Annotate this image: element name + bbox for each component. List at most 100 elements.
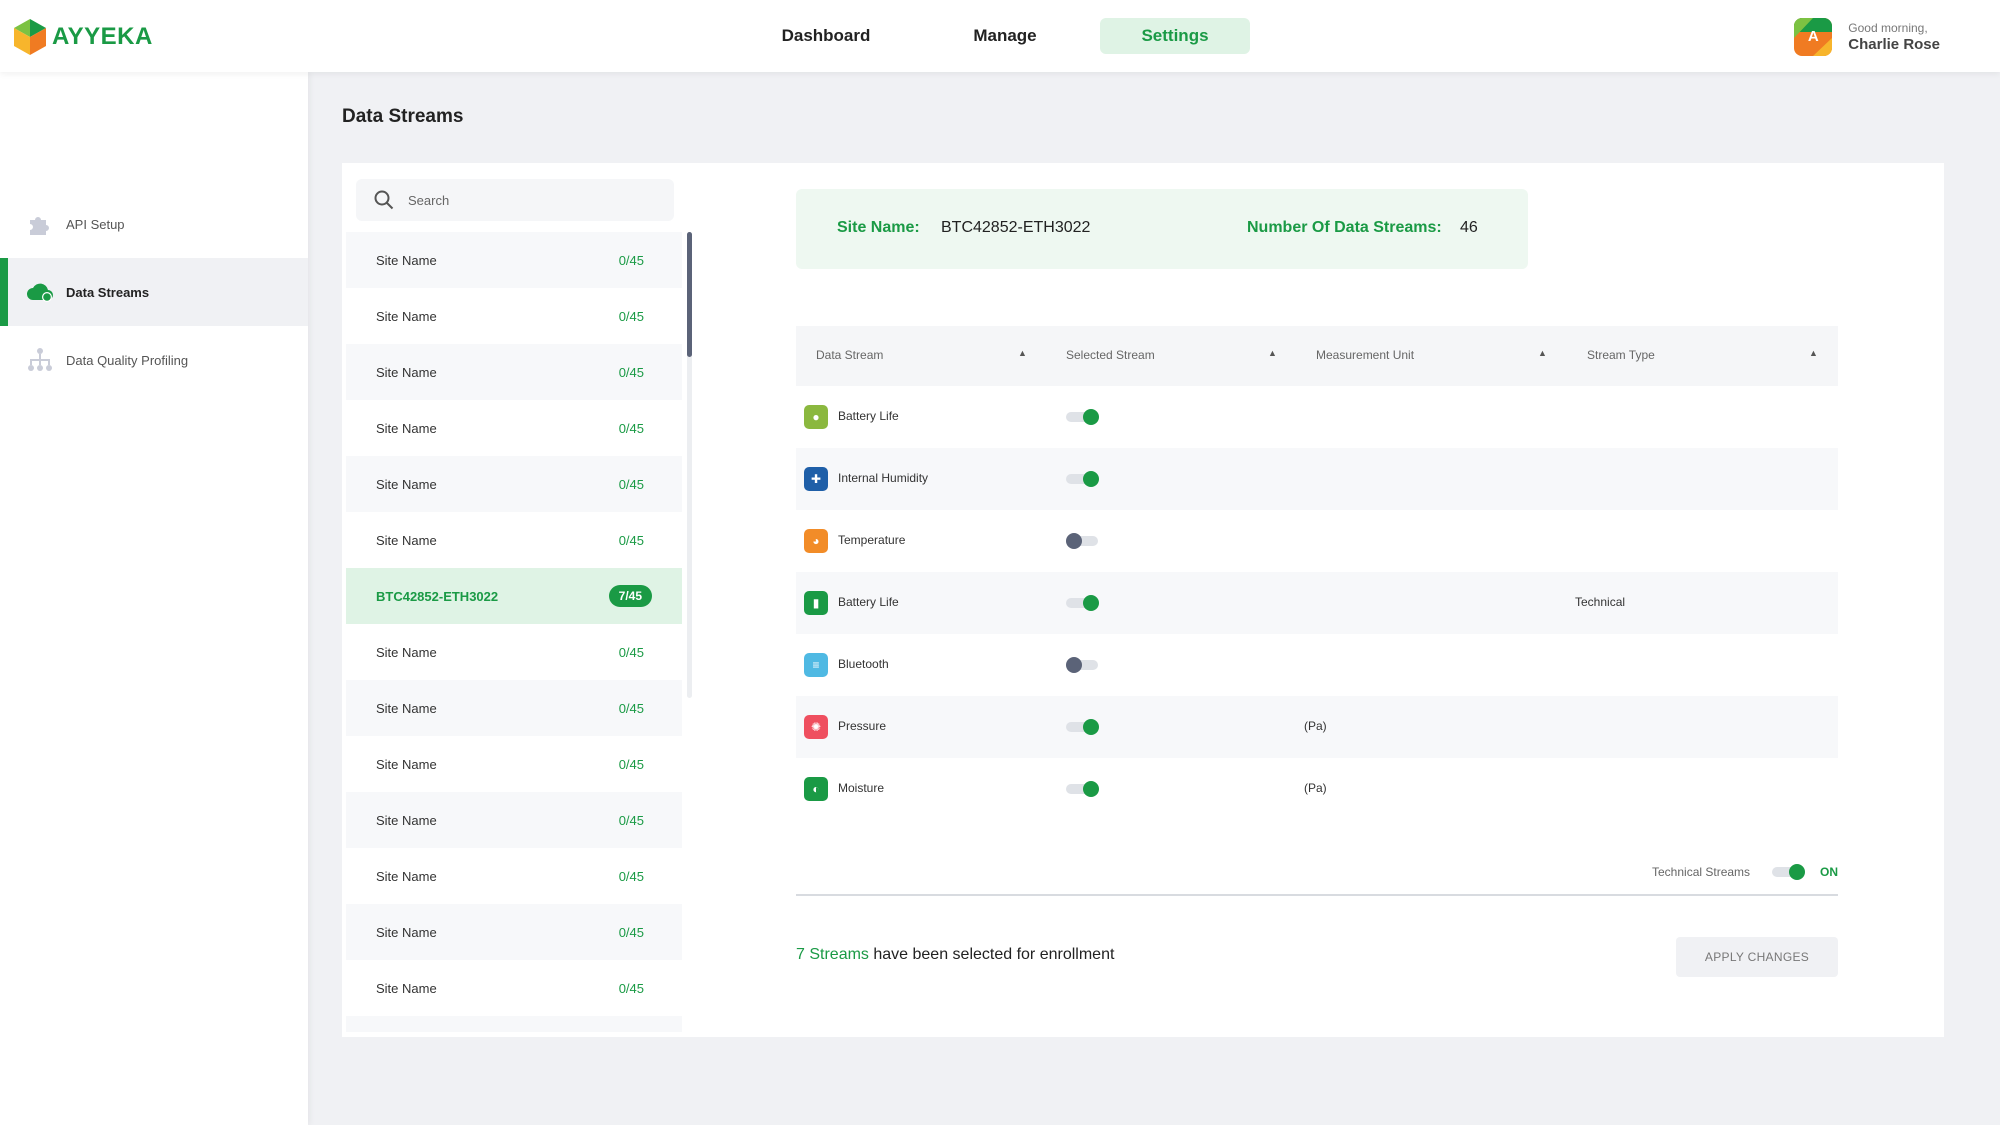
site-name-value: BTC42852-ETH3022 <box>941 219 1091 236</box>
site-name: Site Name <box>376 700 437 716</box>
thermometer-icon: ◕ <box>804 529 828 553</box>
site-stream-count: 0/45 <box>618 252 644 268</box>
site-list-item[interactable]: Site Name 0/45 <box>346 232 682 288</box>
droplet-icon: ◐ <box>804 777 828 801</box>
col-measurement-unit[interactable]: Measurement Unit <box>1316 348 1415 362</box>
site-list-item[interactable]: Site Name 0/45 <box>346 960 682 1016</box>
bluetooth-icon: ≡ <box>804 653 828 677</box>
search-icon <box>374 190 394 210</box>
site-stream-count: 0/45 <box>618 980 644 996</box>
site-name: Site Name <box>376 476 437 492</box>
table-row: ✺ Pressure (Pa) <box>796 696 1838 758</box>
site-stream-count: 0/45 <box>618 532 644 548</box>
scrollbar-track[interactable] <box>687 232 692 698</box>
sidebar-item-label: Data Streams <box>66 284 150 300</box>
cloud-icon <box>26 278 54 306</box>
stream-count-label: Number Of Data Streams: <box>1247 219 1442 236</box>
site-list-item[interactable]: Site Name 0/45 <box>346 792 682 848</box>
gauge-icon: ✺ <box>804 715 828 739</box>
site-stream-count: 0/45 <box>618 868 644 884</box>
page-title: Data Streams <box>342 106 464 127</box>
greeting: Good morning, <box>1848 21 1928 35</box>
sidebar-item-data-quality-profiling[interactable]: Data Quality Profiling <box>0 326 308 394</box>
site-list-item[interactable]: Site Name 0/45 <box>346 400 682 456</box>
table-row: ◕ Temperature <box>796 510 1838 572</box>
apply-changes-button[interactable]: APPLY CHANGES <box>1676 937 1838 977</box>
site-summary: Site Name: BTC42852-ETH3022 Number Of Da… <box>796 189 1528 269</box>
technical-streams-label: Technical Streams <box>1652 865 1751 879</box>
stream-toggle[interactable] <box>1066 471 1099 487</box>
site-stream-count: 0/45 <box>618 644 644 660</box>
site-list-item[interactable] <box>346 1016 682 1032</box>
site-name: Site Name <box>376 532 437 548</box>
site-list-item[interactable]: Site Name 0/45 <box>346 736 682 792</box>
stream-type: Technical <box>1575 595 1626 609</box>
site-stream-count: 0/45 <box>618 364 644 380</box>
site-stream-count: 7/45 <box>608 585 652 607</box>
scrollbar-thumb[interactable] <box>687 232 692 357</box>
enrollment-text: have been selected for enrollment <box>868 946 1115 963</box>
site-stream-count: 0/45 <box>618 700 644 716</box>
stream-name: Pressure <box>838 719 887 733</box>
site-list-item[interactable]: Site Name 0/45 <box>346 288 682 344</box>
site-stream-count: 0/45 <box>618 756 644 772</box>
stream-name: Battery Life <box>838 409 899 423</box>
site-list-item[interactable]: Site Name 0/45 <box>346 624 682 680</box>
col-data-stream[interactable]: Data Stream <box>816 348 884 362</box>
nav-settings[interactable]: Settings <box>1100 18 1250 54</box>
nav-dashboard[interactable]: Dashboard <box>781 26 871 45</box>
nav-manage[interactable]: Manage <box>973 26 1037 45</box>
site-list-item[interactable]: Site Name 0/45 <box>346 680 682 736</box>
stream-name: Moisture <box>838 781 885 795</box>
stream-toggle[interactable] <box>1066 409 1099 425</box>
site-stream-count: 0/45 <box>618 812 644 828</box>
site-name: Site Name <box>376 308 437 324</box>
site-name: Site Name <box>376 364 437 380</box>
site-stream-count: 0/45 <box>618 308 644 324</box>
col-stream-type[interactable]: Stream Type <box>1587 348 1655 362</box>
site-list-item[interactable]: Site Name 0/45 <box>346 848 682 904</box>
stream-toggle[interactable] <box>1066 657 1098 673</box>
sort-icon[interactable]: ▲︎ <box>1018 348 1027 358</box>
table-row: ◐ Moisture (Pa) <box>796 758 1838 820</box>
sort-icon[interactable]: ▲︎ <box>1268 348 1277 358</box>
site-list-item[interactable]: BTC42852-ETH3022 7/45 <box>346 568 682 624</box>
pulse-icon: ✚ <box>804 467 828 491</box>
stream-name: Internal Humidity <box>838 471 929 485</box>
sidebar-item-api-setup[interactable]: API Setup <box>0 190 308 258</box>
technical-streams-toggle[interactable] <box>1772 864 1805 880</box>
logo[interactable]: AYYEKA <box>12 18 153 56</box>
plug-icon: ● <box>804 405 828 429</box>
puzzle-icon <box>26 210 54 238</box>
sort-icon[interactable]: ▲︎ <box>1809 348 1818 358</box>
sidebar-item-label: Data Quality Profiling <box>66 352 189 368</box>
streams-table-header: Data Stream ▲︎ Selected Stream ▲︎ Measur… <box>796 326 1838 386</box>
site-list: Site Name 0/45 Site Name 0/45 Site Name 0/45 S… <box>346 232 682 1032</box>
battery-icon: ▮ <box>804 591 828 615</box>
search-input[interactable] <box>408 192 648 208</box>
site-name: Site Name <box>376 868 437 884</box>
site-list-item[interactable]: Site Name 0/45 <box>346 344 682 400</box>
user-menu[interactable]: A Good morning, Charlie Rose <box>1794 18 1940 56</box>
stream-toggle[interactable] <box>1066 719 1099 735</box>
site-name: Site Name <box>376 980 437 996</box>
hierarchy-icon <box>26 346 54 374</box>
col-selected-stream[interactable]: Selected Stream <box>1066 348 1155 362</box>
divider <box>796 894 1838 896</box>
avatar-icon <box>1794 18 1833 56</box>
sidebar-item-data-streams[interactable]: Data Streams <box>0 258 308 326</box>
brand-name: AYYEKA <box>52 23 153 50</box>
site-list-item[interactable]: Site Name 0/45 <box>346 512 682 568</box>
stream-toggle[interactable] <box>1066 595 1099 611</box>
stream-toggle[interactable] <box>1066 533 1098 549</box>
site-list-item[interactable]: Site Name 0/45 <box>346 456 682 512</box>
site-stream-count: 0/45 <box>618 420 644 436</box>
site-name: Site Name <box>376 756 437 772</box>
site-name: BTC42852-ETH3022 <box>376 588 499 604</box>
table-row: ✚ Internal Humidity <box>796 448 1838 510</box>
site-list-item[interactable]: Site Name 0/45 <box>346 904 682 960</box>
site-name: Site Name <box>376 252 437 268</box>
sort-icon[interactable]: ▲︎ <box>1538 348 1547 358</box>
stream-toggle[interactable] <box>1066 781 1099 797</box>
avatar[interactable]: A <box>1794 18 1833 56</box>
